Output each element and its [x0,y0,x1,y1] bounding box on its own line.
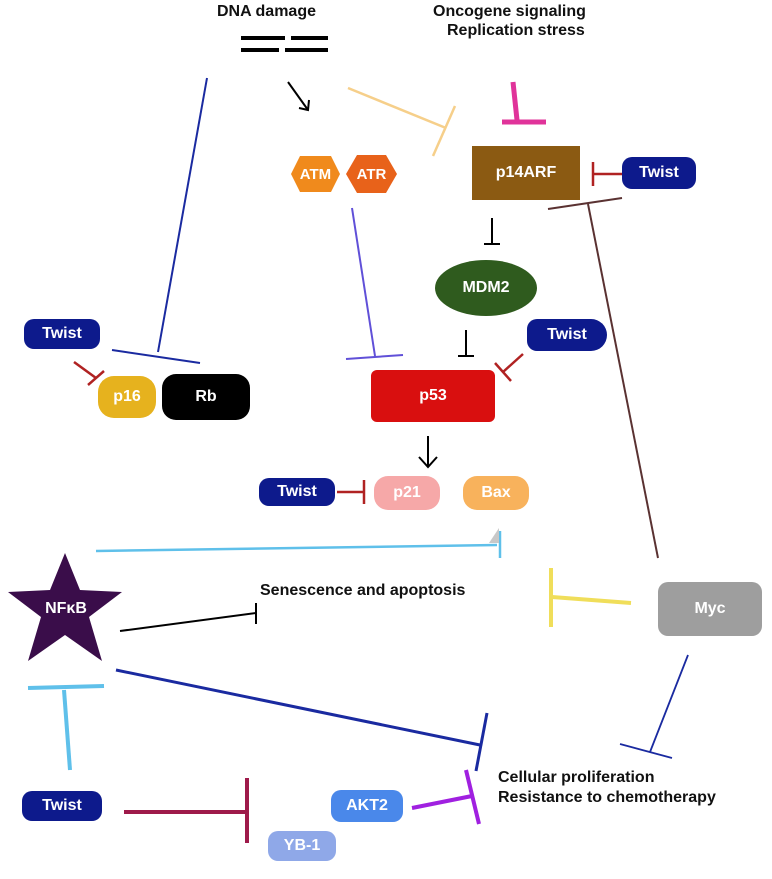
dna-damage-icon [241,36,328,52]
p53-node: p53 [371,370,495,422]
twist-p53-node: Twist [527,319,607,351]
edge-p53-to-p21 [418,436,438,469]
edge-myc-to-p14arf [547,197,659,559]
edge-akt2-to-proliferation [411,769,481,825]
atm-label: ATM [299,165,332,183]
edge-myc-to-proliferation [619,654,689,759]
edge-twist-to-p53 [494,353,524,382]
p16-node: p16 [98,376,156,418]
edge-oncogene-to-p14arf [502,81,546,125]
edge-oncogene-to-atm [347,86,457,157]
edge-twist-to-p14arf [591,162,622,186]
atr-node [346,155,397,193]
mdm2-node [435,260,537,316]
chemo-resistance-label: Resistance to chemotherapy [498,789,716,806]
twist-p14arf-node: Twist [622,157,696,189]
edge-atr-to-p53 [345,207,404,360]
replication-stress-label: Replication stress [447,22,585,39]
atr-label: ATR [356,165,387,183]
dna-damage-label: DNA damage [217,3,316,20]
edge-nfkb-to-senescence [119,603,257,632]
nfkb-node [8,553,122,661]
edge-twist-to-nfkb [27,684,105,771]
edge-dna-to-atm [287,81,310,112]
twist-p21-node: Twist [259,478,335,506]
edge-myc-to-senescence [549,568,632,627]
twist-p16-node: Twist [24,319,100,349]
yb1-node: YB-1 [268,831,336,861]
p21-node: p21 [374,476,440,510]
edge-twist-to-p16 [73,360,105,386]
twist-bottom-node: Twist [22,791,102,821]
atm-node [291,156,340,192]
nfkb-label: NFκB [45,600,87,617]
myc-node: Myc [658,582,762,636]
edge-mdm2-to-p53 [458,330,474,357]
edge-twist-to-p21 [337,480,366,504]
edge-dna-to-rb [111,77,208,364]
edge-p14arf-to-mdm2 [484,218,500,245]
oncogene-signaling-label: Oncogene signaling [433,3,586,20]
p14arf-node: p14ARF [472,146,580,200]
bax-node: Bax [463,476,529,510]
akt2-node: AKT2 [331,790,403,822]
mdm2-label: MDM2 [462,279,510,296]
edge-nfkb-to-bax [95,528,502,558]
cellular-proliferation-label: Cellular proliferation [498,769,655,786]
senescence-apoptosis-label: Senescence and apoptosis [260,582,466,599]
rb-node: Rb [162,374,250,420]
edge-nfkb-to-proliferation [115,668,489,772]
edge-twist-to-yb1 [124,778,249,843]
